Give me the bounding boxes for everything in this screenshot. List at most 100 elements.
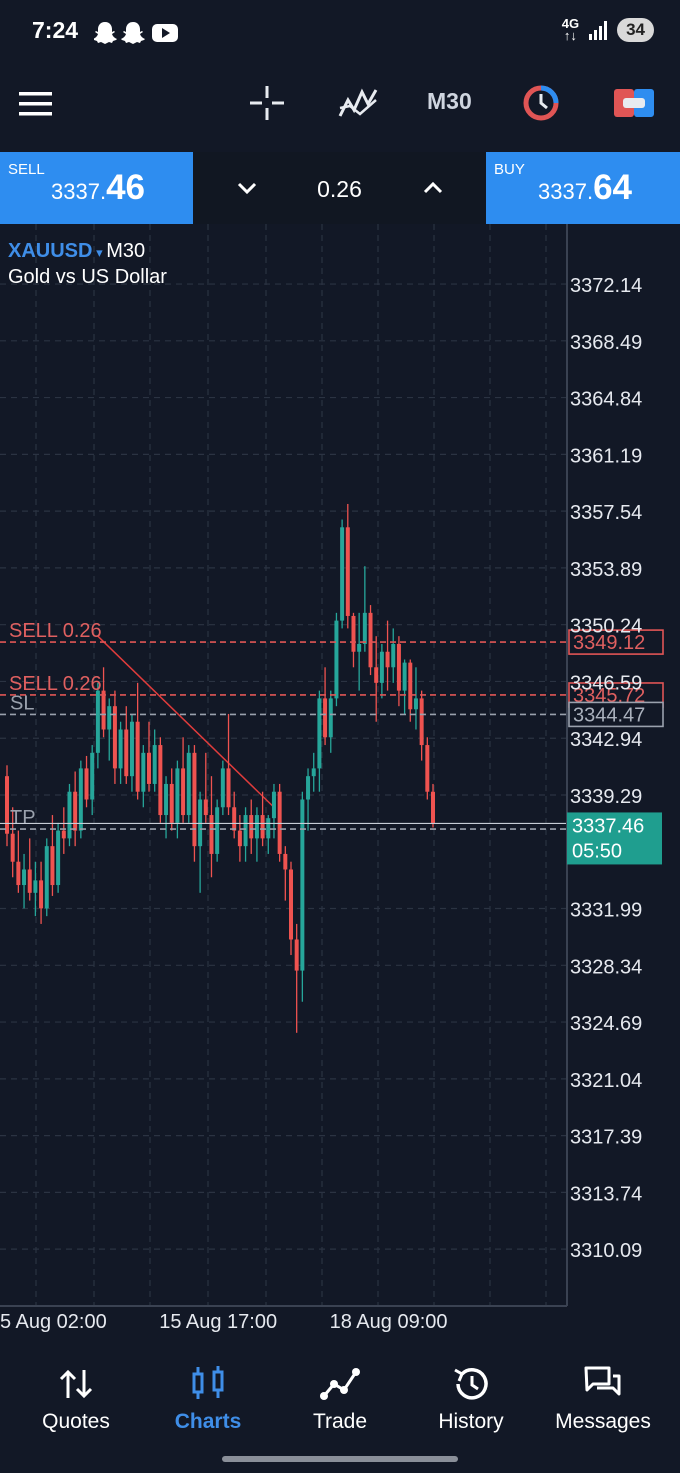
y-tick-label: 3368.49 xyxy=(570,332,642,354)
signal-icon xyxy=(589,20,608,40)
candle-body xyxy=(283,853,288,870)
candle-body xyxy=(408,662,413,710)
candle xyxy=(277,783,282,862)
candle-body xyxy=(368,612,373,668)
candle xyxy=(22,853,27,909)
candle xyxy=(408,659,413,722)
candle-body xyxy=(61,830,66,839)
nav-label: Trade xyxy=(312,1410,368,1433)
candle xyxy=(254,807,259,862)
candle-body xyxy=(44,846,49,909)
candle xyxy=(112,690,117,784)
symbol-timeframe: M30 xyxy=(106,240,146,262)
trend-line-icon xyxy=(320,1368,360,1400)
candle-body xyxy=(431,791,435,824)
candle xyxy=(44,838,49,917)
timeframe-selector[interactable]: M30 xyxy=(427,88,472,114)
symbol-code[interactable]: XAUUSD xyxy=(8,240,93,262)
y-tick-label: 3350.24 xyxy=(570,616,642,638)
y-tick-label: 3310.09 xyxy=(570,1240,642,1262)
y-tick-label: 3313.74 xyxy=(570,1183,642,1205)
candle-body xyxy=(328,698,333,738)
candle-body xyxy=(78,768,83,831)
nav-charts[interactable]: Charts xyxy=(142,1354,274,1454)
candle xyxy=(90,745,95,816)
y-tick-label: 3328.34 xyxy=(570,956,642,978)
one-click-trading-icon[interactable] xyxy=(522,84,560,122)
nav-label: Charts xyxy=(174,1410,242,1433)
y-tick-label: 3361.19 xyxy=(570,445,642,467)
nav-trade[interactable]: Trade xyxy=(274,1354,406,1454)
candle-body xyxy=(84,768,89,800)
chart-symbol: XAUUSD ▾ M30 xyxy=(8,240,146,262)
candle-body xyxy=(402,662,407,691)
nav-quotes[interactable]: Quotes xyxy=(10,1354,142,1454)
candle xyxy=(33,861,38,917)
menu-icon[interactable] xyxy=(18,90,54,118)
candle-body xyxy=(16,861,21,886)
indicators-icon[interactable] xyxy=(338,86,378,120)
bottom-navigation: Quotes Charts Trade History Messages xyxy=(0,1354,680,1473)
candle-body xyxy=(385,651,390,668)
candle xyxy=(198,791,203,893)
y-tick-label: 3331.99 xyxy=(570,900,642,922)
sell-button[interactable]: SELL 3337.46 xyxy=(0,152,193,224)
candle-body xyxy=(374,667,379,683)
nav-label: Messages xyxy=(555,1410,651,1433)
candle-body xyxy=(141,752,146,792)
volume-value[interactable]: 0.26 xyxy=(317,176,362,202)
price-chart[interactable]: SELL 0.26 3349.12 SELL 0.26 3345.72 SL 3344.4… xyxy=(0,224,680,1354)
network-type: 4G ↑↓ xyxy=(561,16,580,43)
candle-countdown-label: 05:50 xyxy=(572,840,622,862)
candle xyxy=(61,807,66,854)
buy-button[interactable]: BUY 3337.64 xyxy=(486,152,680,224)
candle-body xyxy=(147,752,151,784)
candle-body xyxy=(90,752,95,800)
candle xyxy=(164,776,169,839)
y-tick-label: 3346.59 xyxy=(570,672,642,694)
candle xyxy=(306,768,311,831)
status-bar: 7:24 4G ↑↓ 34 xyxy=(0,0,680,64)
candle xyxy=(10,807,15,878)
candle xyxy=(101,667,106,738)
chevron-down-icon[interactable] xyxy=(233,172,261,204)
sell-label: SELL xyxy=(8,161,45,178)
candle-body xyxy=(220,768,225,808)
nav-messages[interactable]: Messages xyxy=(537,1354,669,1454)
current-price-label: 3337.46 xyxy=(572,815,644,837)
chevron-up-icon[interactable] xyxy=(419,172,447,204)
candle xyxy=(391,628,396,683)
candle-body xyxy=(311,768,316,777)
candle xyxy=(203,752,208,823)
candle xyxy=(311,752,316,792)
notification-icons xyxy=(94,22,178,44)
candle xyxy=(175,760,180,839)
candle-body xyxy=(334,620,339,699)
y-tick-label: 3339.29 xyxy=(570,786,642,808)
candle xyxy=(396,636,401,707)
candle xyxy=(334,612,339,707)
order-price-tag-box xyxy=(568,629,664,655)
candle xyxy=(362,566,367,652)
candle-body xyxy=(27,869,32,893)
candle-body xyxy=(419,698,424,746)
y-tick-label: 3324.69 xyxy=(570,1013,642,1035)
trade-panel-icon[interactable] xyxy=(614,89,654,117)
y-tick-label: 3357.54 xyxy=(570,502,642,524)
candle-body xyxy=(294,939,299,971)
x-tick-label: 18 Aug 09:00 xyxy=(330,1311,448,1333)
candle-body xyxy=(118,729,123,769)
candle xyxy=(260,791,265,847)
candle xyxy=(385,620,390,691)
candle-body xyxy=(232,807,237,831)
candle xyxy=(67,783,72,847)
candle-body xyxy=(249,815,254,839)
buy-label: BUY xyxy=(494,161,525,178)
crosshair-icon[interactable] xyxy=(248,84,286,122)
candle-body xyxy=(107,706,112,730)
candle xyxy=(328,690,333,753)
nav-history[interactable]: History xyxy=(405,1354,537,1454)
order-price-tag: 3344.47 xyxy=(573,704,645,726)
candle-body xyxy=(56,830,61,886)
candle-body xyxy=(10,833,15,862)
